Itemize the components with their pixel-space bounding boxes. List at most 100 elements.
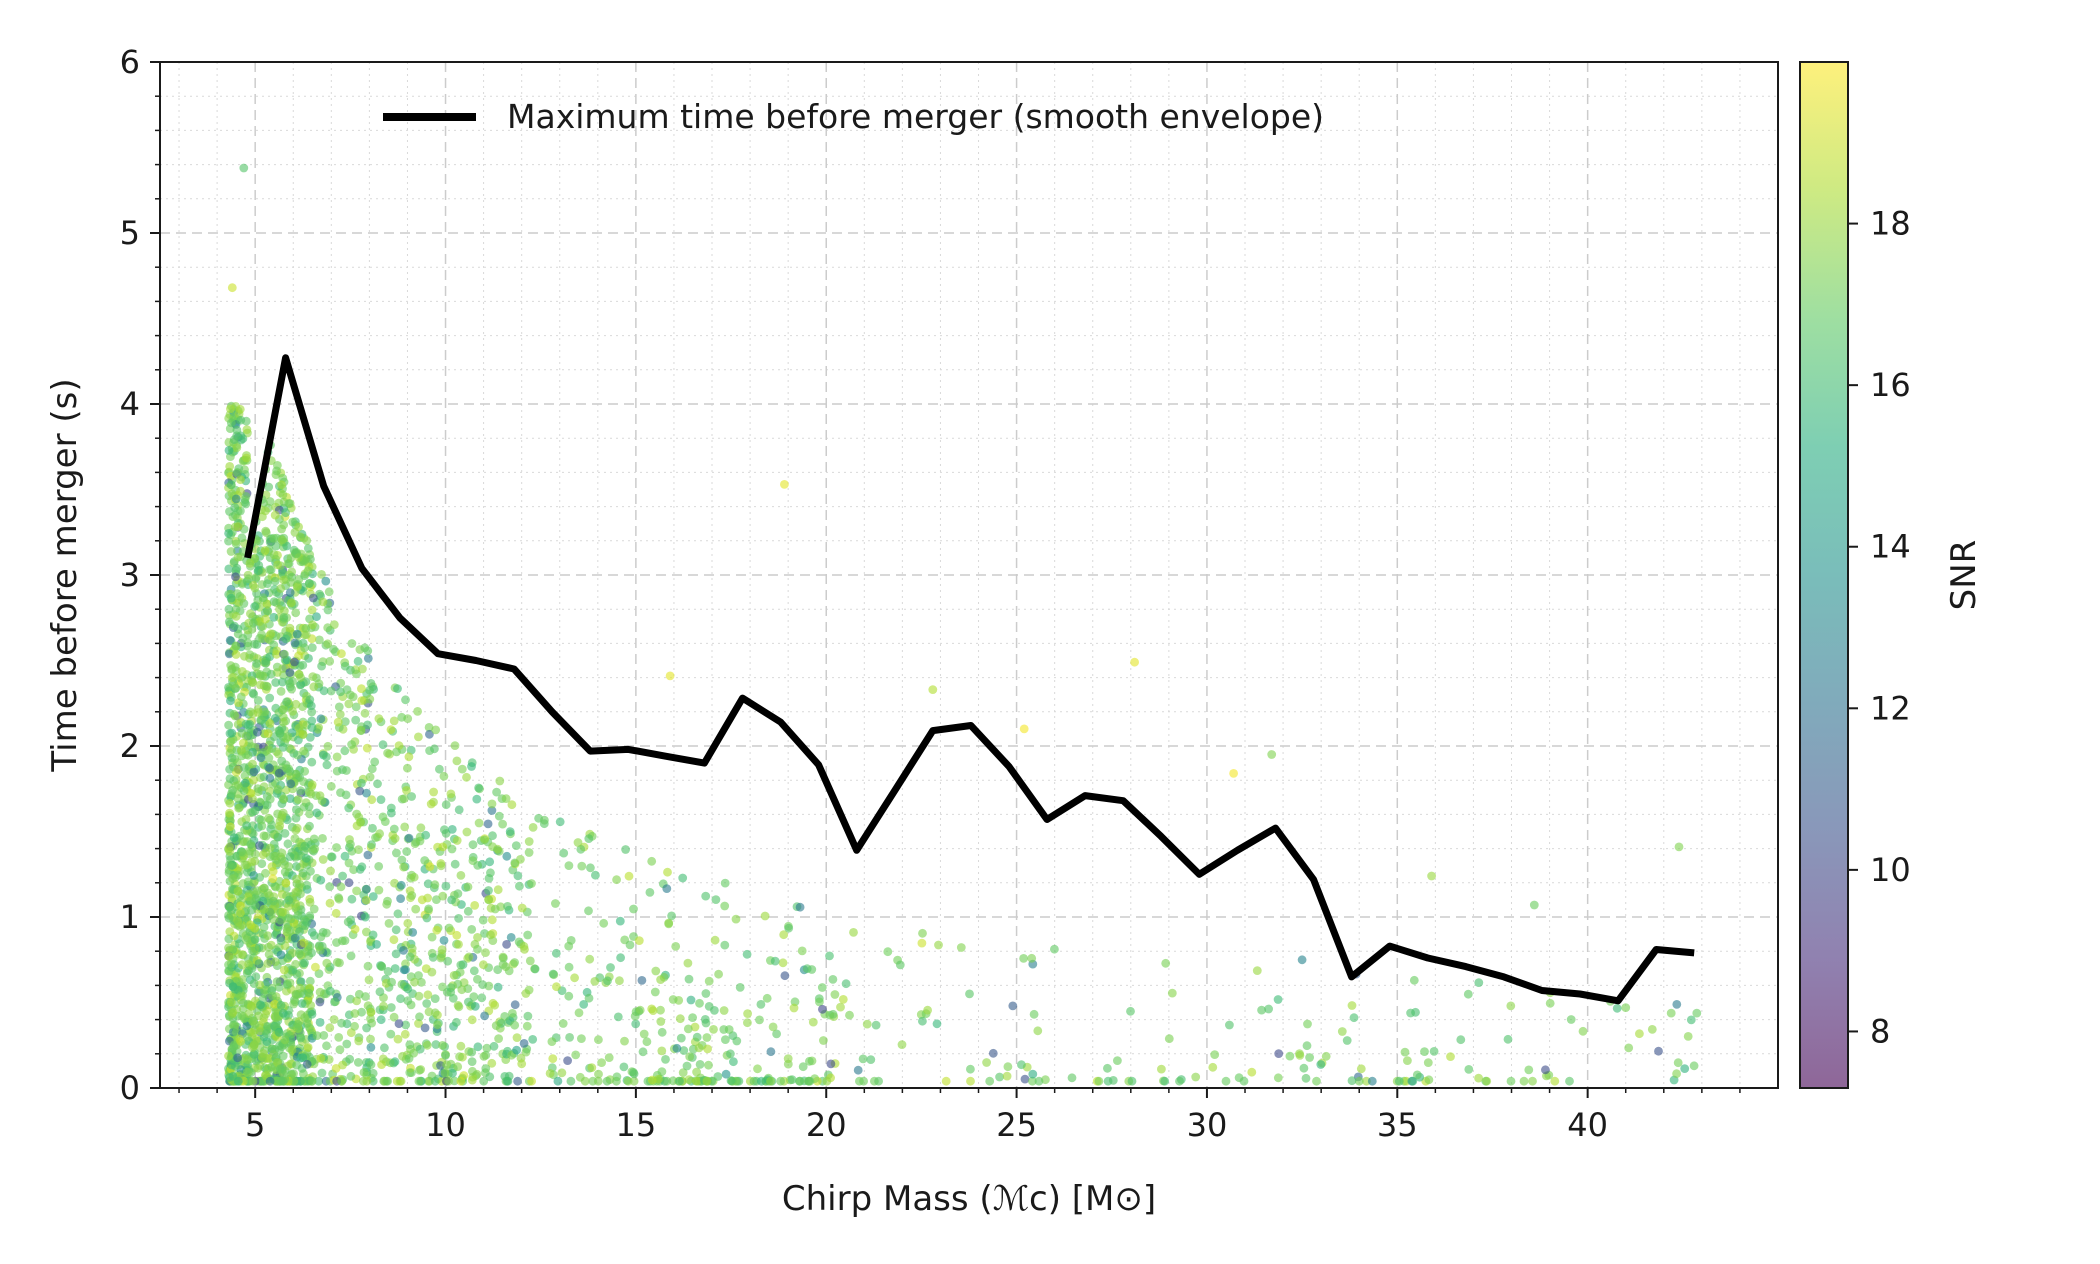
scatter-point xyxy=(565,1033,574,1042)
scatter-point xyxy=(783,1054,793,1063)
scatter-point xyxy=(225,978,234,988)
scatter-point xyxy=(262,800,272,810)
scatter-point xyxy=(415,1065,424,1075)
scatter-point xyxy=(468,840,478,849)
scatter-point xyxy=(264,753,274,763)
scatter-point xyxy=(263,607,272,616)
scatter-point xyxy=(417,977,426,987)
scatter-point xyxy=(808,1017,818,1027)
scatter-point xyxy=(1028,1076,1037,1086)
scatter-point xyxy=(277,535,287,545)
scatter-point xyxy=(1108,1076,1118,1085)
scatter-point xyxy=(347,894,357,904)
scatter-point xyxy=(318,597,328,607)
scatter-point xyxy=(719,1006,729,1015)
scatter-point xyxy=(932,1019,942,1029)
scatter-point xyxy=(227,905,236,915)
scatter-point xyxy=(456,871,466,880)
scatter-point xyxy=(795,902,805,912)
scatter-point xyxy=(368,823,377,833)
scatter-point xyxy=(965,989,974,999)
scatter-point xyxy=(225,462,235,471)
scatter-point xyxy=(265,635,275,645)
scatter-point xyxy=(818,1004,827,1014)
scatter-point xyxy=(511,841,521,850)
scatter-point xyxy=(468,1066,477,1076)
scatter-point xyxy=(1506,1076,1516,1086)
scatter-point xyxy=(1002,1071,1012,1081)
scatter-point xyxy=(1274,1049,1284,1058)
scatter-point xyxy=(314,1076,324,1086)
scatter-point xyxy=(638,1047,648,1057)
scatter-point xyxy=(298,868,308,878)
scatter-point xyxy=(264,942,273,952)
scatter-point xyxy=(237,1011,247,1021)
scatter-point xyxy=(415,1044,425,1054)
scatter-point xyxy=(928,685,938,694)
scatter-point xyxy=(469,992,479,1001)
scatter-point xyxy=(1424,1075,1434,1085)
scatter-point xyxy=(1635,1029,1644,1039)
scatter-point xyxy=(1429,1047,1439,1056)
scatter-point xyxy=(255,1026,265,1036)
scatter-point xyxy=(512,1033,522,1042)
scatter-point xyxy=(362,743,372,753)
scatter-point xyxy=(1566,1015,1576,1024)
scatter-point xyxy=(755,1015,764,1025)
scatter-point xyxy=(225,774,235,783)
scatter-point xyxy=(467,1015,477,1025)
scatter-point xyxy=(334,702,344,712)
scatter-point xyxy=(268,874,278,883)
y-tick-label: 0 xyxy=(120,1069,140,1107)
scatter-point xyxy=(524,837,534,846)
envelope-line xyxy=(244,354,1695,1005)
scatter-point xyxy=(236,692,246,702)
scatter-point xyxy=(269,896,278,906)
scatter-point xyxy=(625,940,635,950)
scatter-point xyxy=(331,908,341,918)
scatter-point xyxy=(1267,750,1277,759)
scatter-point xyxy=(295,989,305,998)
scatter-point xyxy=(405,952,415,962)
scatter-point xyxy=(360,708,370,718)
scatter-point xyxy=(577,861,587,871)
scatter-point xyxy=(467,1057,477,1066)
scatter-point xyxy=(231,539,241,549)
scatter-point xyxy=(1673,1058,1683,1068)
scatter-point xyxy=(228,1007,238,1017)
scatter-point xyxy=(548,969,558,979)
scatter-point xyxy=(344,878,354,888)
scatter-point xyxy=(386,725,396,735)
scatter-point xyxy=(261,868,270,878)
scatter-point xyxy=(309,931,319,940)
scatter-point xyxy=(473,861,483,870)
scatter-point xyxy=(303,544,313,553)
scatter-point xyxy=(264,813,274,823)
scatter-point xyxy=(442,1060,452,1069)
scatter-point xyxy=(502,851,512,861)
scatter-point xyxy=(323,623,333,633)
scatter-point xyxy=(484,874,494,883)
scatter-point xyxy=(245,846,255,856)
scatter-point xyxy=(528,1035,538,1044)
scatter-point xyxy=(270,576,280,586)
scatter-point xyxy=(1456,1035,1466,1045)
scatter-point xyxy=(396,894,405,903)
scatter-point xyxy=(354,1036,364,1046)
scatter-point xyxy=(300,766,310,776)
scatter-point xyxy=(1420,1047,1429,1056)
scatter-point xyxy=(265,773,275,783)
scatter-point xyxy=(233,917,243,926)
scatter-point xyxy=(815,997,824,1007)
scatter-point xyxy=(443,956,453,966)
scatter-point xyxy=(430,744,439,754)
scatter-point xyxy=(340,717,350,726)
scatter-point xyxy=(280,1066,290,1076)
scatter-point xyxy=(293,1020,303,1029)
scatter-point xyxy=(237,975,247,984)
scatter-point xyxy=(356,818,365,827)
scatter-point xyxy=(299,777,308,786)
scatter-point xyxy=(224,952,234,961)
scatter-point xyxy=(1208,1062,1218,1072)
scatter-point xyxy=(1519,1076,1529,1086)
